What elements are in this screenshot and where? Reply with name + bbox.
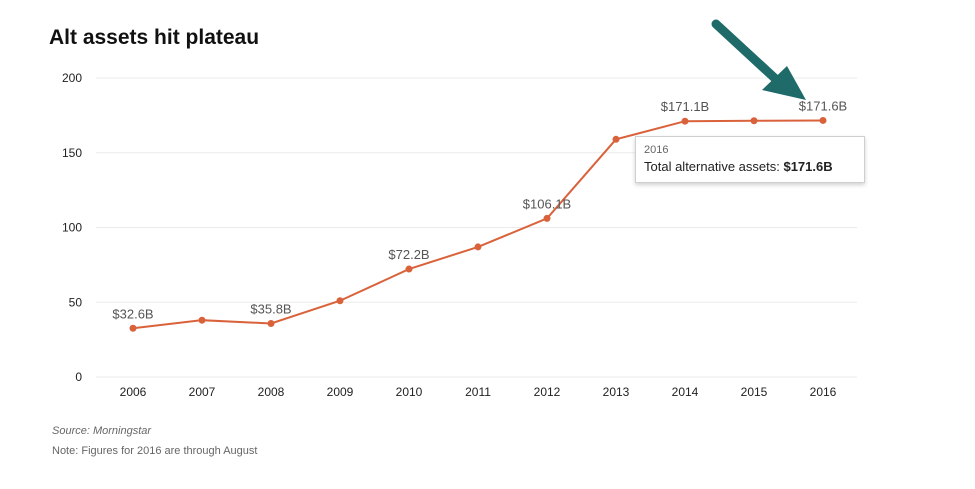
data-label: $171.1B (661, 99, 709, 114)
data-point[interactable] (198, 316, 206, 324)
x-tick-label: 2006 (120, 385, 147, 399)
tooltip-label: Total alternative assets: (644, 159, 784, 174)
y-tick-label: 50 (69, 295, 83, 309)
data-label: $72.2B (388, 247, 429, 262)
y-tick-label: 150 (62, 146, 82, 160)
y-axis-ticks: 0 50 100 150 200 (62, 71, 82, 384)
data-label: $171.6B (799, 98, 847, 113)
data-points (129, 116, 827, 332)
x-tick-label: 2012 (534, 385, 561, 399)
chart-title: Alt assets hit plateau (49, 26, 260, 49)
data-point[interactable] (474, 243, 482, 251)
tooltip: 2016 Total alternative assets: $171.6B (635, 136, 865, 183)
source-text: Source: Morningstar (52, 425, 152, 437)
x-tick-label: 2014 (672, 385, 699, 399)
x-tick-label: 2007 (189, 385, 216, 399)
gridlines (96, 77, 857, 378)
data-point[interactable] (543, 214, 551, 222)
data-point[interactable] (405, 265, 413, 273)
data-point[interactable] (750, 117, 758, 125)
data-point[interactable] (336, 297, 344, 305)
arrow-annotation-icon (711, 19, 806, 100)
x-tick-label: 2010 (396, 385, 423, 399)
x-tick-label: 2009 (327, 385, 354, 399)
data-label: $106.1B (523, 196, 571, 211)
data-labels: $32.6B $35.8B $72.2B $106.1B $171.1B $171.6B (112, 98, 847, 321)
x-axis-ticks: 2006 2007 2008 2009 2010 2011 2012 2013 2014 2015… (120, 385, 837, 399)
x-tick-label: 2015 (741, 385, 768, 399)
data-point[interactable] (267, 319, 275, 327)
tooltip-value: $171.6B (783, 159, 833, 174)
x-tick-label: 2013 (603, 385, 630, 399)
data-point[interactable] (129, 324, 137, 332)
data-label: $32.6B (112, 306, 153, 321)
y-tick-label: 200 (62, 71, 82, 85)
data-label: $35.8B (250, 301, 291, 316)
tooltip-body: Total alternative assets: $171.6B (644, 159, 856, 174)
arrow-head (762, 66, 806, 100)
y-tick-label: 100 (62, 221, 82, 235)
x-tick-label: 2011 (465, 385, 491, 399)
data-point[interactable] (612, 135, 620, 143)
y-tick-label: 0 (75, 370, 82, 384)
data-point[interactable] (819, 116, 827, 124)
data-point[interactable] (681, 117, 689, 125)
tooltip-year: 2016 (644, 144, 669, 156)
arrow-shaft (711, 19, 785, 88)
note-text: Note: Figures for 2016 are through Augus… (52, 445, 258, 457)
x-tick-label: 2008 (258, 385, 285, 399)
x-tick-label: 2016 (810, 385, 837, 399)
